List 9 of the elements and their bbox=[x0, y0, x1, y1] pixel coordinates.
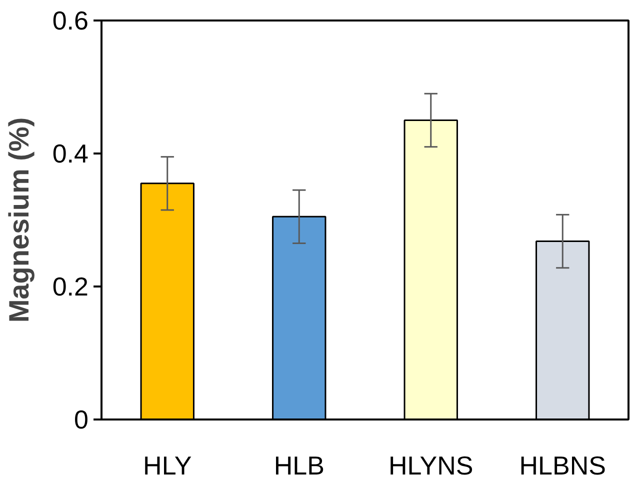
y-tick-label: 0.6 bbox=[52, 6, 89, 36]
y-tick-label: 0 bbox=[74, 404, 89, 434]
x-tick-label: HLYNS bbox=[388, 450, 474, 480]
y-tick-label: 0.2 bbox=[52, 272, 89, 302]
y-tick-label: 0.4 bbox=[52, 138, 89, 168]
x-tick-label: HLY bbox=[143, 450, 192, 480]
x-tick-label: HLB bbox=[274, 450, 324, 480]
y-axis-title: Magnesium (%) bbox=[3, 117, 34, 323]
x-tick-label: HLBNS bbox=[519, 450, 606, 480]
